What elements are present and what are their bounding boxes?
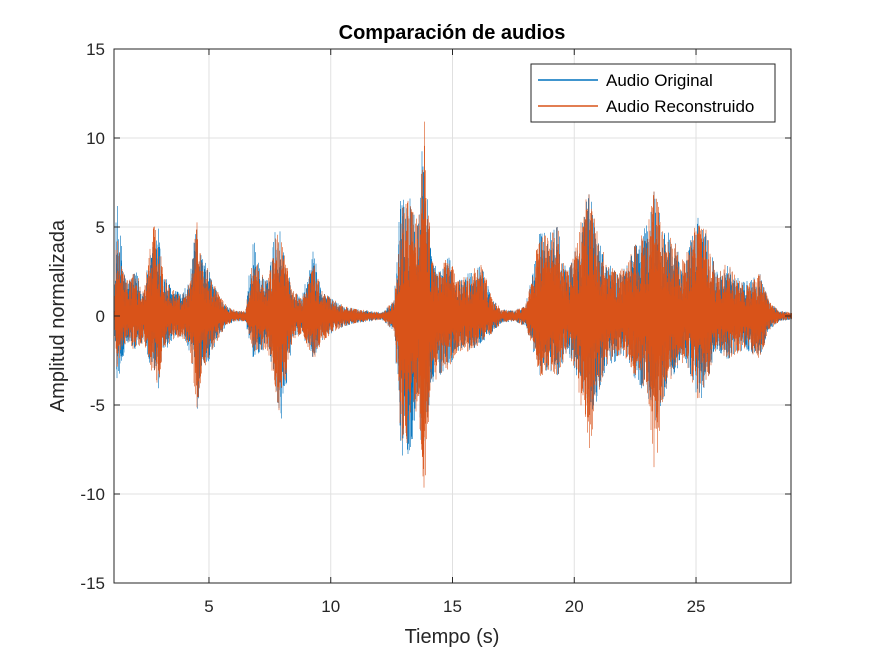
legend-box — [530, 63, 776, 123]
x-tick-label: 20 — [565, 597, 584, 616]
x-tick-label: 25 — [687, 597, 706, 616]
y-tick-label: -15 — [80, 574, 105, 593]
ticks: 5 10 15 20 25 -15 -10 -5 0 5 10 15 — [80, 40, 791, 616]
y-tick-label: -5 — [90, 396, 105, 415]
y-tick-label: 0 — [96, 307, 105, 326]
y-axis-label: Amplitud normalizada — [47, 219, 69, 412]
legend-label-original: Audio Original — [606, 71, 713, 90]
x-tick-label: 5 — [204, 597, 213, 616]
x-axis-label: Tiempo (s) — [405, 626, 500, 648]
y-tick-label: 10 — [86, 129, 105, 148]
legend: Audio Original Audio Reconstruido — [530, 63, 776, 123]
y-tick-label: 5 — [96, 218, 105, 237]
legend-label-reconstruido: Audio Reconstruido — [606, 97, 754, 116]
x-tick-label: 10 — [321, 597, 340, 616]
x-tick-label: 15 — [443, 597, 462, 616]
chart-title: Comparación de audios — [339, 22, 566, 44]
y-tick-label: 15 — [86, 40, 105, 59]
y-tick-label: -10 — [80, 485, 105, 504]
